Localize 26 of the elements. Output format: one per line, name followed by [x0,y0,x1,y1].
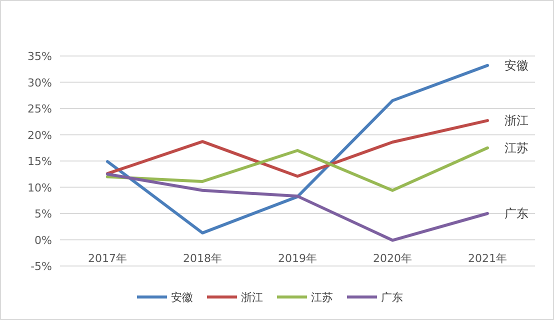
y-tick-label: 5% [34,208,52,220]
x-tick-label: 2018年 [183,252,222,265]
line-series [106,64,489,234]
y-tick-label: 10% [28,181,52,194]
y-tick-label: 15% [28,155,52,168]
legend-label: 安徽 [171,291,193,304]
x-tick-label: 2019年 [278,252,317,265]
text: 广东 [504,206,528,220]
x-tick-label: 2021年 [468,252,507,265]
line-series [106,119,489,178]
legend-label: 江苏 [311,291,333,304]
y-tick-label: -5% [30,260,52,273]
legend-label: 广东 [381,291,403,304]
line-series [106,146,489,192]
y-tick-label: 0% [34,234,52,247]
y-tick-label: 35% [28,50,52,63]
line-series [106,172,489,242]
y-tick-label: 25% [28,102,52,116]
x-tick-label: 2020年 [373,252,412,265]
y-tick-label: 30% [28,76,52,90]
y-tick-label: 20% [28,128,52,142]
legend-label: 浙江 [241,291,263,304]
text: 浙江 [504,114,528,128]
x-tick-label: 2017年 [88,252,127,265]
text: 安徽 [504,58,528,72]
text: 江苏 [504,140,528,155]
